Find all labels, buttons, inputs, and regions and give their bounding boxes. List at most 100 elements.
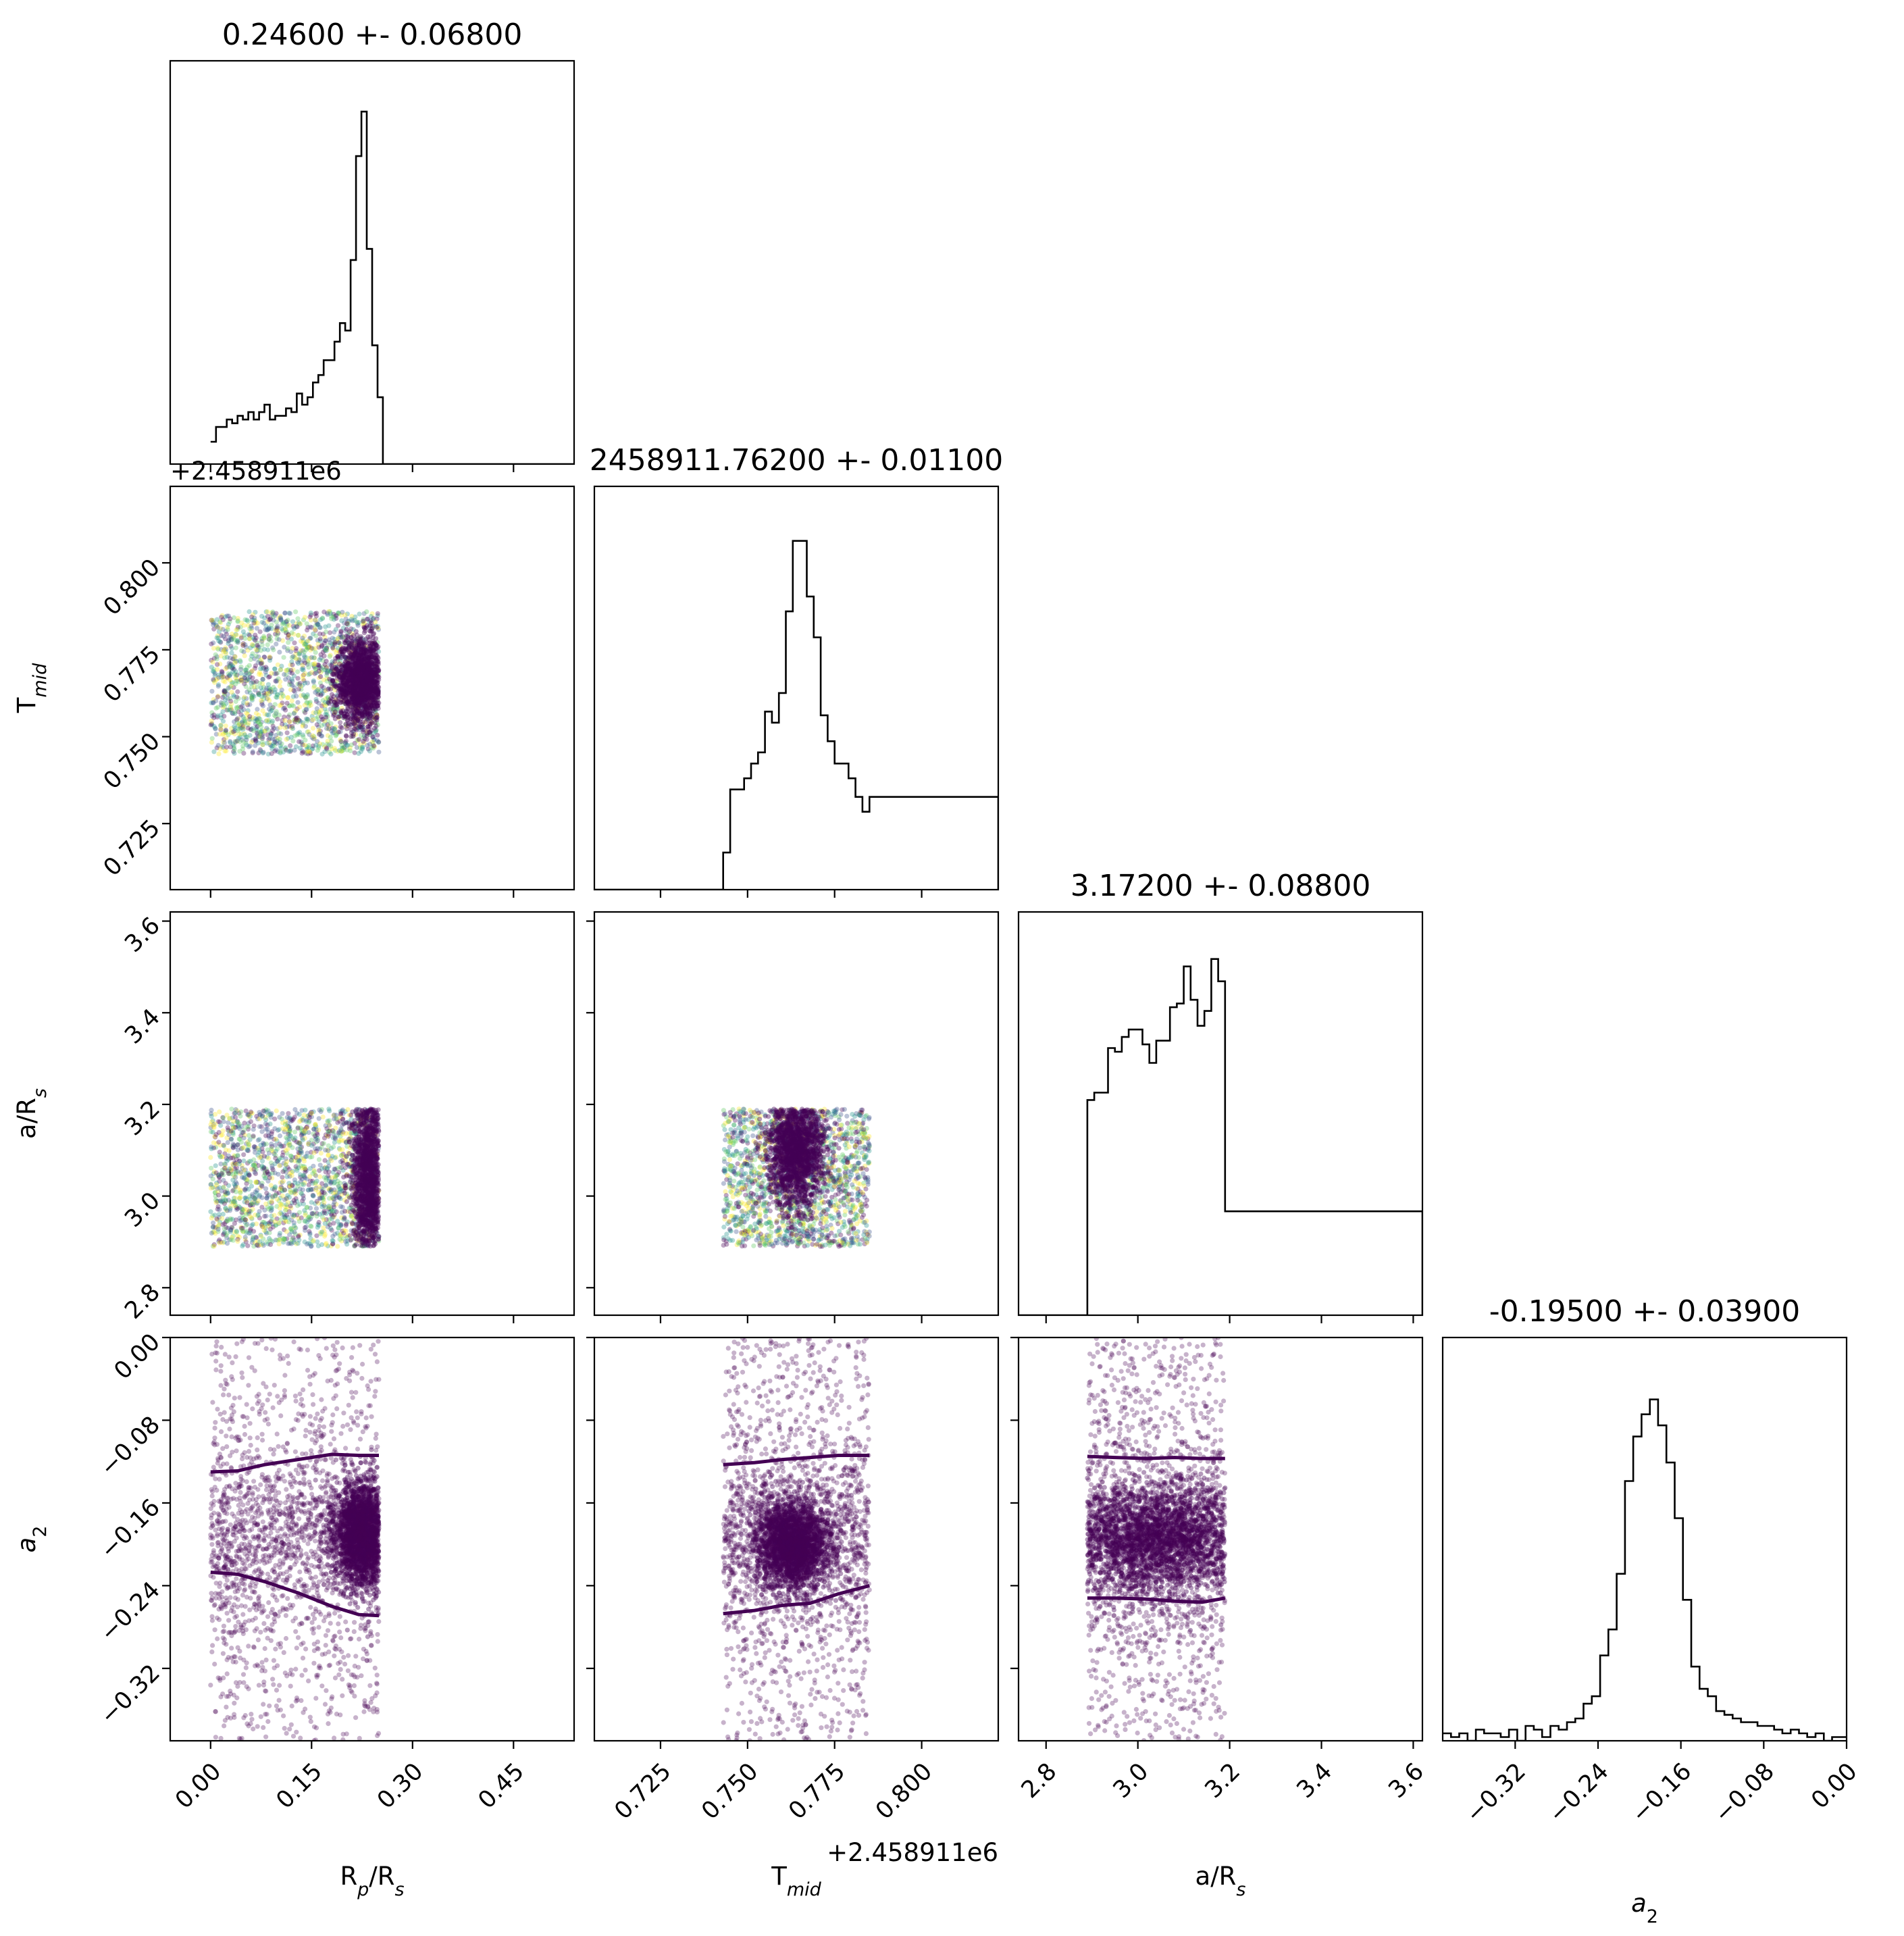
scatter-point xyxy=(344,633,349,639)
scatter-point xyxy=(251,694,257,699)
scatter-point xyxy=(343,646,349,652)
scatter-point xyxy=(361,688,367,693)
scatter-point xyxy=(346,657,353,662)
scatter-point xyxy=(362,620,367,626)
scatter-point xyxy=(363,732,369,737)
scatter-point xyxy=(357,676,362,682)
scatter-point xyxy=(355,716,361,721)
scatter-point xyxy=(365,661,370,666)
scatter-point xyxy=(362,720,368,725)
scatter-point xyxy=(349,617,355,622)
scatter-point xyxy=(289,655,294,660)
scatter-point xyxy=(322,1232,328,1238)
scatter-point xyxy=(296,717,301,723)
scatter-point xyxy=(260,676,265,682)
scatter-point xyxy=(339,618,344,623)
scatter-point xyxy=(360,696,365,701)
scatter-point xyxy=(356,693,361,698)
scatter-point xyxy=(351,661,357,667)
scatter-point xyxy=(369,678,375,683)
scatter-point xyxy=(213,698,219,704)
scatter-point xyxy=(360,694,365,700)
scatter-point xyxy=(338,724,343,730)
scatter-point xyxy=(211,640,216,646)
scatter-point xyxy=(229,711,235,716)
scatter-point xyxy=(280,1111,285,1116)
scatter-point xyxy=(278,1186,283,1192)
scatter-point xyxy=(374,728,379,733)
scatter-point xyxy=(357,711,363,716)
scatter-point xyxy=(355,640,361,646)
scatter-point xyxy=(344,662,350,668)
scatter-point xyxy=(211,667,217,672)
scatter-point xyxy=(350,672,355,678)
scatter-point xyxy=(374,666,380,671)
scatter-point xyxy=(209,719,214,724)
scatter-point xyxy=(330,696,335,702)
scatter-point xyxy=(359,688,365,694)
scatter-point xyxy=(265,628,270,633)
scatter-point xyxy=(344,684,350,689)
scatter-point xyxy=(356,656,362,661)
scatter-point xyxy=(337,687,342,692)
scatter-point xyxy=(301,1182,307,1188)
scatter-point xyxy=(349,652,354,657)
scatter-point xyxy=(225,624,230,630)
scatter-point xyxy=(338,1111,344,1117)
scatter-point xyxy=(359,653,365,658)
scatter-point xyxy=(347,641,353,646)
scatter-point xyxy=(258,748,263,754)
scatter-point xyxy=(223,1181,228,1186)
scatter-point xyxy=(243,678,249,684)
scatter-point xyxy=(231,1119,236,1124)
scatter-point xyxy=(365,1140,371,1146)
scatter-point xyxy=(346,685,352,690)
scatter-point xyxy=(266,636,272,642)
scatter-point xyxy=(333,661,338,666)
scatter-point xyxy=(370,700,376,705)
scatter-point xyxy=(357,682,362,688)
scatter-point xyxy=(286,633,292,638)
scatter-point xyxy=(343,682,349,687)
scatter-point xyxy=(342,714,348,719)
scatter-point xyxy=(360,653,365,659)
scatter-point xyxy=(258,648,263,653)
scatter-point xyxy=(279,687,284,692)
scatter-point xyxy=(223,629,228,634)
scatter-point xyxy=(356,720,361,725)
scatter-point xyxy=(244,696,249,701)
scatter-point xyxy=(369,671,375,676)
scatter-point xyxy=(362,690,367,696)
scatter-point xyxy=(355,621,361,626)
scatter-point xyxy=(319,684,324,689)
scatter-point xyxy=(231,745,236,750)
scatter-point xyxy=(362,690,367,695)
scatter-point xyxy=(356,692,361,698)
scatter-point xyxy=(351,663,356,669)
scatter-point xyxy=(345,699,351,705)
scatter-point xyxy=(332,710,338,715)
scatter-point xyxy=(345,690,351,696)
scatter-point xyxy=(367,659,372,665)
scatter-point xyxy=(225,696,230,701)
scatter-point xyxy=(359,677,365,682)
scatter-point xyxy=(325,696,330,701)
scatter-point xyxy=(331,1204,336,1210)
scatter-point xyxy=(353,655,359,660)
scatter-point xyxy=(358,662,363,667)
scatter-point xyxy=(271,614,276,619)
scatter-point xyxy=(366,666,371,671)
scatter-point xyxy=(249,629,254,634)
scatter-point xyxy=(330,709,336,715)
scatter-point xyxy=(349,662,355,667)
scatter-point xyxy=(361,662,367,667)
scatter-point xyxy=(309,655,314,660)
scatter-point xyxy=(345,700,351,706)
scatter-point xyxy=(356,667,361,672)
scatter-point xyxy=(296,661,301,666)
scatter-point xyxy=(305,694,310,699)
scatter-point xyxy=(278,749,283,755)
scatter-point xyxy=(345,715,351,720)
scatter-point xyxy=(376,700,382,706)
scatter-point xyxy=(346,681,352,687)
